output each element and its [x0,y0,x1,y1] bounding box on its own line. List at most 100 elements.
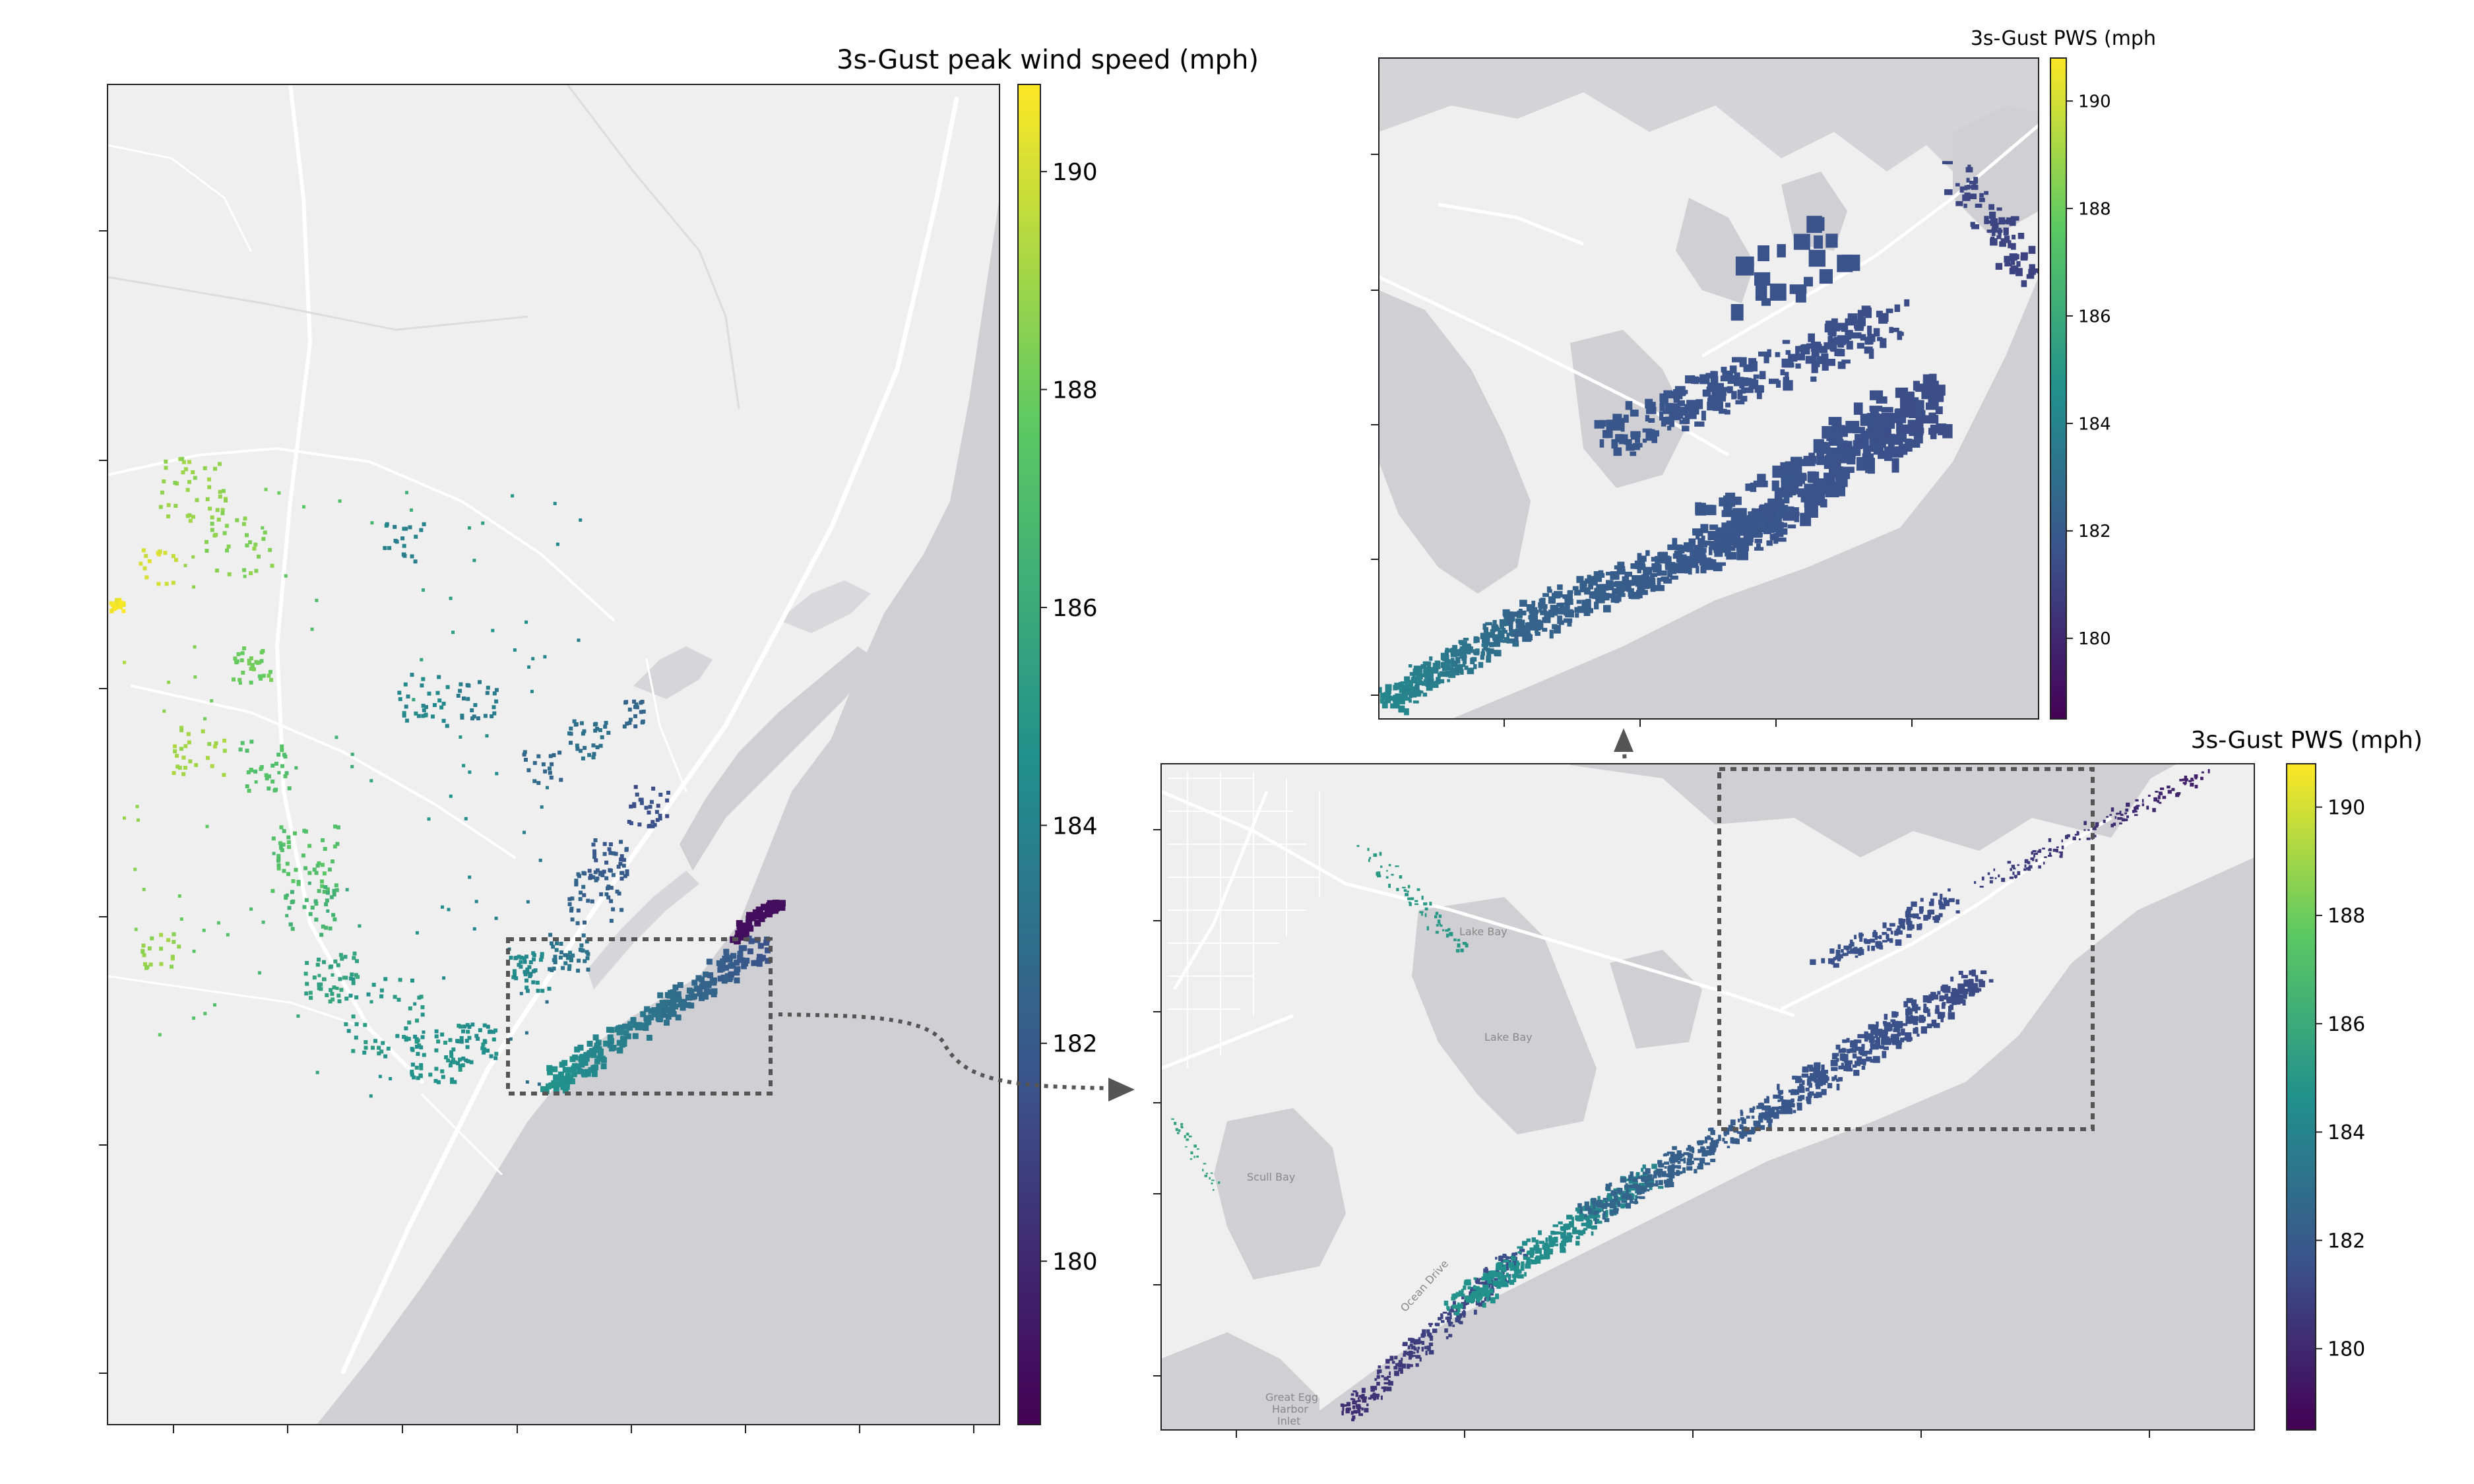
building-block [1639,1196,1645,1199]
building-block [1779,1096,1784,1102]
building-point [241,522,246,526]
building-block [1895,1021,1903,1028]
building-block [1845,330,1853,336]
building-block [1935,385,1946,396]
building-point [737,929,744,937]
building-point [213,1003,216,1007]
building-point [247,658,251,663]
building-point [141,548,146,553]
building-point [245,533,249,538]
building-block [1461,1289,1464,1293]
building-block [1716,1139,1719,1144]
building-point [317,888,321,893]
building-point [351,977,356,981]
building-block [1664,1173,1668,1177]
building-block [1637,1176,1643,1179]
building-block [1491,1286,1494,1291]
building-point [159,962,164,966]
building-block [1628,1175,1632,1181]
building-block [1500,1269,1505,1274]
building-block [1794,512,1800,522]
building-point [470,1022,475,1027]
building-point [545,1000,549,1004]
building-point [315,598,319,602]
colorbar-tick-label: 190 [2328,796,2365,819]
building-point [453,1080,457,1084]
building-block [1943,897,1948,901]
building-point [218,494,222,499]
building-block [1804,276,1813,287]
building-point [412,698,416,702]
building-point [274,761,278,766]
building-block [2011,865,2015,869]
building-block [1743,365,1753,372]
building-block [1571,1216,1574,1223]
building-block [1575,613,1579,618]
building-point [290,927,295,931]
building-block [1769,379,1779,385]
building-block [1602,429,1609,439]
building-block [1872,1024,1879,1032]
building-block [1517,1274,1524,1279]
building-block [2109,814,2112,816]
building-block [1385,876,1389,879]
building-block [1494,650,1502,657]
building-block [2200,776,2204,780]
place-label: Great Egg [1265,1391,1318,1404]
building-block [1517,631,1523,637]
building-block [1829,948,1835,954]
building-point [408,525,412,530]
building-block [1846,340,1853,350]
building-block [1447,1318,1451,1322]
building-block [1522,1241,1528,1246]
building-block [1506,640,1510,644]
building-point [317,957,321,962]
building-block [1995,263,2003,270]
building-block [1767,349,1771,357]
building-block [1342,1406,1345,1411]
building-block [1451,667,1459,672]
building-block [1663,390,1672,397]
building-block [1630,451,1637,456]
building-point [269,677,273,682]
building-block [1703,389,1711,397]
building-point [670,999,677,1006]
building-point [531,951,536,956]
building-point [281,842,286,847]
building-point [317,974,321,977]
building-block [1859,317,1866,326]
building-point [179,728,184,733]
building-point [608,842,613,847]
building-point [433,1078,438,1083]
building-block [1877,1043,1881,1049]
building-block [1922,995,1928,1003]
building-block [1766,1097,1769,1102]
building-point [759,954,766,961]
building-block [1741,377,1752,385]
building-block [1881,407,1893,413]
building-block [2074,834,2078,836]
building-block [1519,1249,1525,1252]
building-block [1891,1020,1898,1026]
building-block [1829,338,1837,343]
building-point [307,881,311,885]
colorbar-tick-label: 180 [2078,629,2111,649]
building-block [1644,1179,1648,1185]
building-block [1467,667,1475,675]
building-block [1661,1171,1666,1175]
building-block [1398,1359,1403,1365]
building-block [1792,1109,1796,1113]
building-point [616,1025,622,1032]
building-block [1426,1329,1430,1334]
building-block [1907,1037,1913,1041]
building-block [1383,692,1389,699]
building-block [1777,244,1786,258]
building-point [335,987,339,990]
building-point [238,747,243,752]
building-point [523,970,527,974]
building-point [381,1041,385,1045]
building-point [734,977,740,983]
building-point [756,957,763,964]
building-block [1670,1152,1675,1158]
building-blocks [1171,769,2210,1421]
